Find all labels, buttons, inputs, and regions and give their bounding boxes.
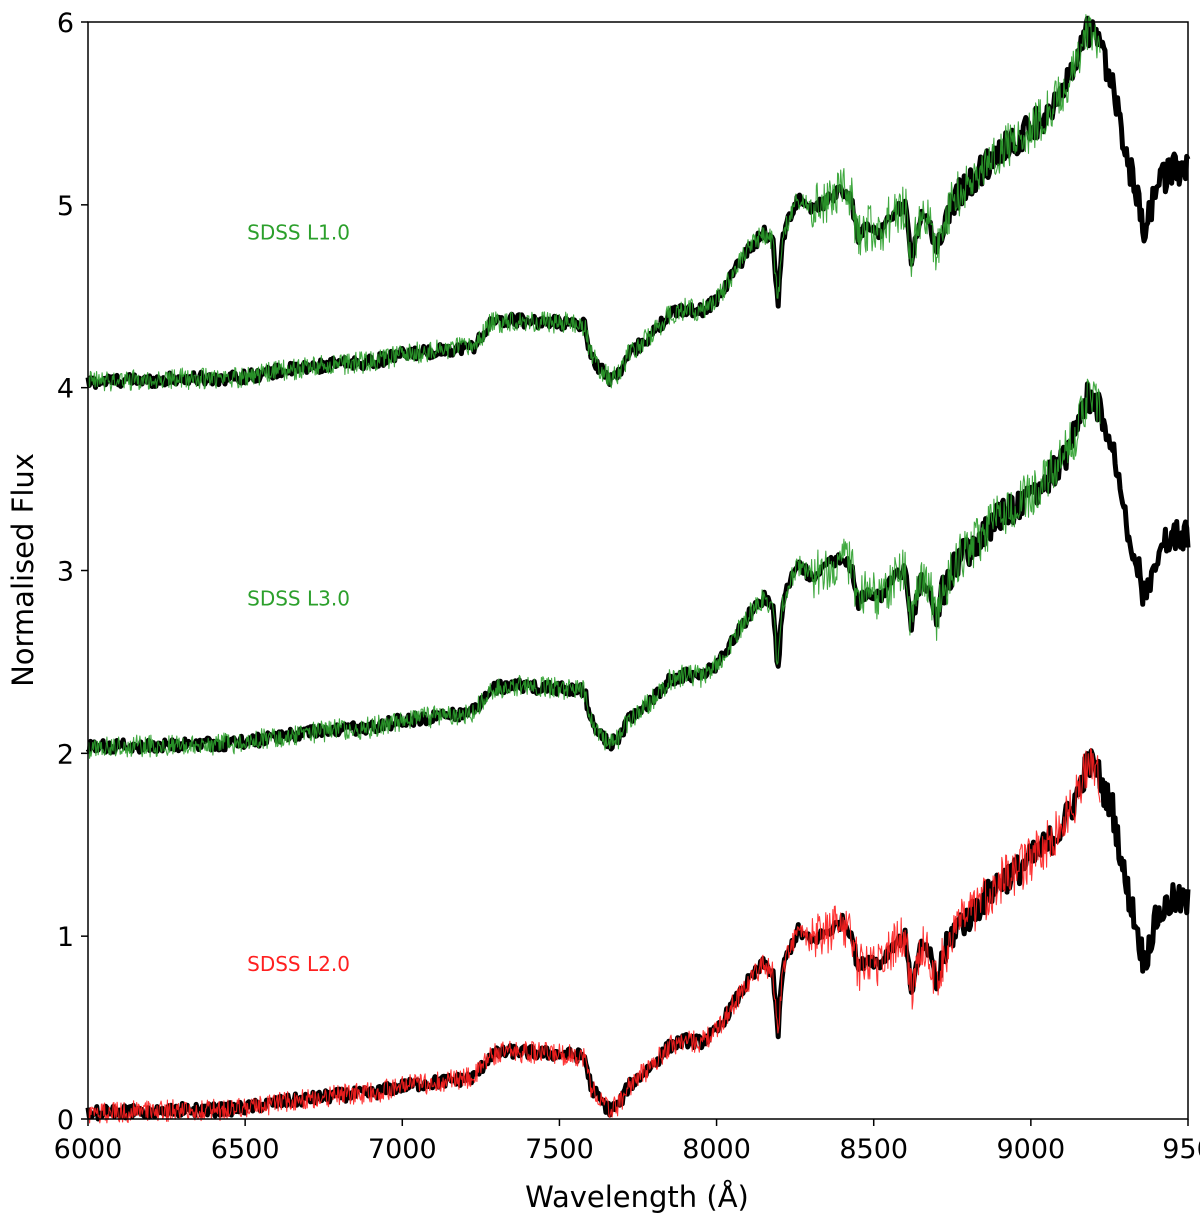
observed-spectrum-0 [87, 747, 1101, 1124]
y-tick-label: 5 [57, 191, 74, 222]
observed-spectrum-2 [87, 378, 1101, 759]
x-tick-label: 7000 [368, 1134, 437, 1165]
x-axis-label: Wavelength (Å) [525, 1180, 749, 1214]
x-tick-label: 7500 [525, 1134, 594, 1165]
template-spectrum-4 [85, 15, 1191, 390]
y-tick-label: 4 [57, 374, 74, 405]
y-axis-label: Normalised Flux [6, 453, 40, 687]
annotation-label: SDSS L3.0 [247, 586, 350, 610]
x-tick-label: 9000 [996, 1134, 1065, 1165]
y-axis-ticks: 0 1 2 3 4 5 6 [57, 8, 88, 1136]
y-tick-label: 1 [57, 922, 74, 953]
x-tick-label: 8500 [839, 1134, 908, 1165]
y-tick-label: 3 [57, 557, 74, 588]
x-tick-label: 8000 [682, 1134, 751, 1165]
observed-spectrum-4 [87, 14, 1101, 392]
template-spectrum-2 [85, 381, 1191, 755]
series-layer [85, 14, 1191, 1124]
x-tick-label: 6500 [211, 1134, 280, 1165]
x-axis-ticks: 6000 6500 7000 7500 8000 8500 9000 950 [54, 1119, 1200, 1165]
x-tick-label: 6000 [54, 1134, 123, 1165]
x-tick-label: 950 [1162, 1134, 1200, 1165]
y-tick-label: 6 [57, 8, 74, 39]
template-spectrum-0 [85, 748, 1191, 1122]
annotation-layer: SDSS L1.0 SDSS L3.0 SDSS L2.0 [247, 221, 350, 976]
y-tick-label: 0 [57, 1105, 74, 1136]
annotation-label: SDSS L1.0 [247, 221, 350, 245]
y-tick-label: 2 [57, 739, 74, 770]
annotation-label: SDSS L2.0 [247, 952, 350, 976]
